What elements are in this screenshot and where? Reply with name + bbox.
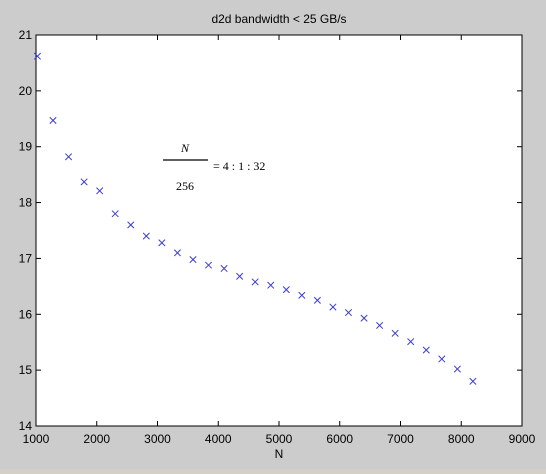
y-tick-label: 15	[19, 363, 33, 377]
data-point-stroke	[453, 365, 461, 373]
data-series	[33, 52, 477, 385]
data-point-stroke	[251, 278, 259, 286]
y-tick-label: 19	[19, 140, 33, 154]
data-point	[376, 321, 384, 330]
data-point-stroke	[33, 52, 42, 60]
y-tick-label: 20	[19, 84, 33, 98]
x-axis-label: N	[275, 447, 284, 461]
data-point-stroke	[111, 210, 119, 218]
data-point	[204, 261, 213, 269]
y-tick-label: 17	[19, 251, 33, 265]
formula-annotation: N 256 = 4 : 1 : 32	[163, 141, 265, 193]
data-point	[267, 281, 275, 289]
data-point-stroke	[469, 377, 477, 385]
data-point-stroke	[173, 249, 181, 257]
x-tick-label: 5000	[266, 432, 293, 446]
data-point	[298, 291, 306, 299]
y-tick-label: 18	[19, 196, 33, 210]
data-point	[391, 329, 399, 337]
data-point-stroke	[282, 286, 290, 294]
data-point	[469, 377, 477, 385]
x-tick-label: 2000	[83, 432, 110, 446]
data-point-stroke	[142, 232, 150, 240]
formula-denominator: 256	[176, 179, 194, 193]
data-point-stroke	[313, 296, 321, 304]
data-point-stroke	[329, 303, 337, 311]
x-tick-label: 7000	[387, 432, 414, 446]
data-point	[96, 187, 104, 195]
data-point-stroke	[376, 321, 384, 330]
data-point-stroke	[80, 178, 88, 186]
data-point	[251, 278, 259, 286]
data-point	[65, 153, 73, 161]
formula-numerator: N	[180, 141, 190, 155]
data-point-stroke	[267, 281, 275, 289]
data-point-stroke	[360, 314, 368, 322]
x-tick-label: 9000	[509, 432, 536, 446]
data-point	[422, 346, 430, 354]
chart-title: d2d bandwidth < 25 GB/s	[211, 12, 346, 26]
data-point-stroke	[189, 255, 197, 264]
data-point	[158, 239, 166, 247]
data-point	[407, 338, 415, 346]
x-tick-label: 3000	[144, 432, 171, 446]
data-point-stroke	[49, 116, 57, 125]
data-point	[282, 286, 290, 294]
data-point	[313, 296, 321, 304]
data-point-stroke	[344, 309, 353, 317]
y-tick-label: 21	[19, 28, 33, 42]
data-point	[329, 303, 337, 311]
data-point	[189, 255, 197, 264]
x-tick-label: 6000	[326, 432, 353, 446]
data-point	[111, 210, 119, 218]
y-tick-label: 14	[19, 419, 33, 433]
plot-area	[35, 34, 523, 427]
data-point-stroke	[438, 355, 446, 363]
data-point-stroke	[236, 272, 244, 280]
data-point-stroke	[204, 261, 213, 269]
data-point-stroke	[422, 346, 430, 354]
x-tick-label: 1000	[23, 432, 50, 446]
data-point-stroke	[158, 239, 166, 247]
data-point	[173, 249, 181, 257]
data-point	[80, 178, 88, 186]
data-point	[236, 272, 244, 280]
data-point-stroke	[298, 291, 306, 299]
y-tick-label: 16	[19, 307, 33, 321]
x-tick-label: 8000	[448, 432, 475, 446]
data-point-stroke	[391, 329, 399, 337]
data-point-stroke	[220, 264, 228, 273]
x-axis: 1000 2000 3000 4000 5000 6000 7000 8000 9000	[23, 35, 536, 446]
data-point	[360, 314, 368, 322]
data-point	[344, 309, 353, 317]
data-point	[127, 221, 135, 229]
data-point-stroke	[407, 338, 415, 346]
data-point	[453, 365, 461, 373]
data-point	[438, 355, 446, 363]
data-point-stroke	[65, 153, 73, 161]
data-point-stroke	[96, 187, 104, 195]
data-point	[220, 264, 228, 273]
formula-rhs: = 4 : 1 : 32	[213, 159, 265, 173]
data-point	[49, 116, 57, 125]
data-point	[33, 52, 42, 60]
data-point	[142, 232, 150, 240]
x-tick-label: 4000	[205, 432, 232, 446]
data-point-stroke	[127, 221, 135, 229]
y-axis: 14 15 16 17 18 19 20 21	[19, 28, 522, 433]
